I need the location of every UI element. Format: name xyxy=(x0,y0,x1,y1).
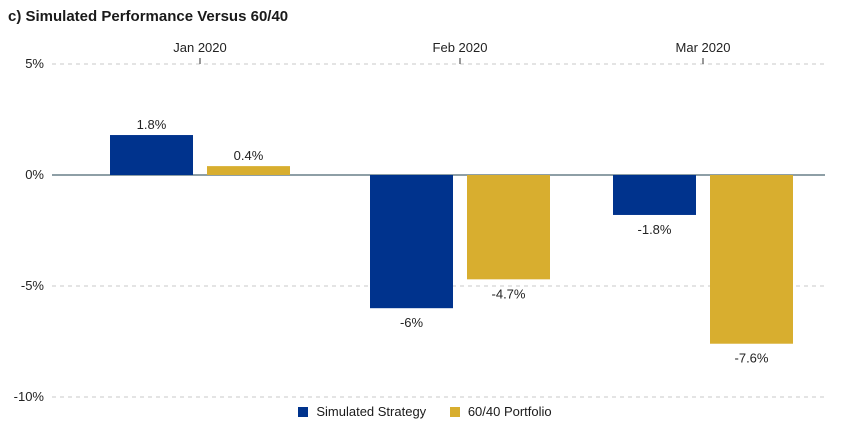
bar xyxy=(370,175,453,309)
data-label: -6% xyxy=(400,315,424,330)
data-label: -7.6% xyxy=(735,351,769,366)
bar xyxy=(110,135,193,175)
legend-item-60-40-portfolio: 60/40 Portfolio xyxy=(449,404,552,419)
data-label: 0.4% xyxy=(234,148,264,163)
x-tick-label: Jan 2020 xyxy=(173,40,227,55)
chart-title: c) Simulated Performance Versus 60/40 xyxy=(8,8,289,25)
y-tick-label: -5% xyxy=(21,278,45,293)
data-label: -1.8% xyxy=(638,222,672,237)
y-tick-label: 5% xyxy=(25,56,44,71)
legend-swatch-simulated-strategy xyxy=(298,406,309,417)
bar xyxy=(207,166,290,175)
data-label: 1.8% xyxy=(137,117,167,132)
bar xyxy=(613,175,696,215)
bar xyxy=(710,175,793,344)
x-tick-label: Feb 2020 xyxy=(433,40,488,55)
legend: Simulated Strategy 60/40 Portfolio xyxy=(0,404,850,420)
y-tick-label: 0% xyxy=(25,167,44,182)
legend-label-simulated-strategy: Simulated Strategy xyxy=(316,404,427,419)
y-tick-label: -10% xyxy=(14,389,45,404)
bar xyxy=(467,175,550,280)
legend-label-60-40-portfolio: 60/40 Portfolio xyxy=(467,404,552,419)
legend-swatch-60-40-portfolio xyxy=(449,406,460,417)
x-tick-label: Mar 2020 xyxy=(676,40,731,55)
data-label: -4.7% xyxy=(492,286,526,301)
legend-item-simulated-strategy: Simulated Strategy xyxy=(298,404,426,419)
